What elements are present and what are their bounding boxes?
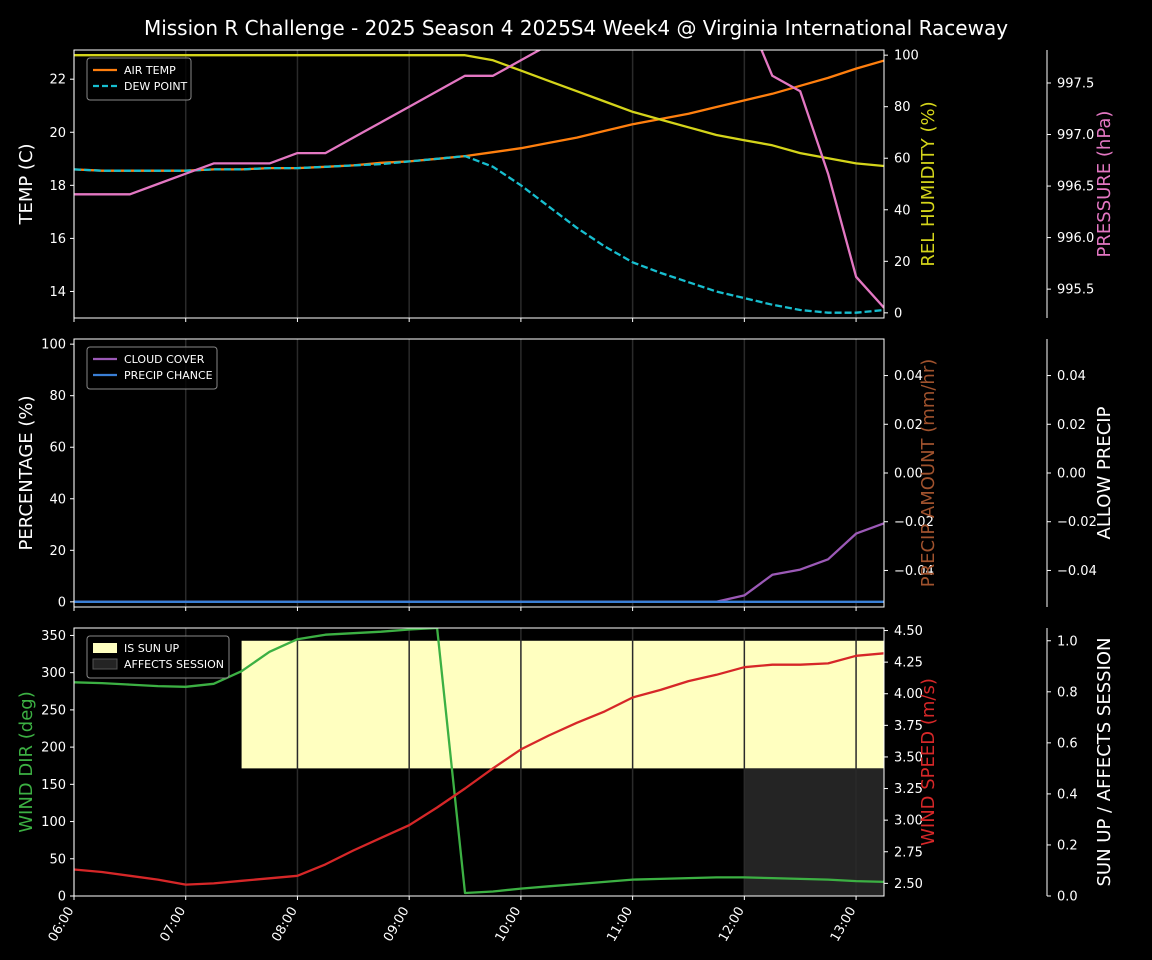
tick-label-right: −0.02 <box>894 515 934 530</box>
legend-label: AIR TEMP <box>124 64 176 77</box>
legend-box <box>86 346 218 390</box>
tick-label-left: 300 <box>41 666 66 681</box>
tick-label-right2: 0.00 <box>1057 467 1086 482</box>
axis-label-right2: SUN UP / AFFECTS SESSION <box>1094 637 1115 886</box>
panel-frame <box>73 627 885 897</box>
tick-label-left: 50 <box>49 852 66 867</box>
axis-label-right: PRECIP AMOUNT (mm/hr) <box>918 359 939 588</box>
tick-label-right: 0.00 <box>894 467 923 482</box>
tick-label-left: 200 <box>41 741 66 756</box>
legend-label: DEW POINT <box>124 80 188 93</box>
band-affects-session <box>744 768 884 896</box>
tick-label-right: 4.25 <box>894 656 923 671</box>
panel-middle: 0 20 40 60 80 100 −0.04 −0.02 0.00 0.02 0.04 −0.04 −… <box>16 338 1115 611</box>
tick-label-right: 2.75 <box>894 845 923 860</box>
tick-label-right2: 997.5 <box>1057 76 1094 91</box>
axis-label-left: WIND DIR (deg) <box>16 691 37 833</box>
legend-label: IS SUN UP <box>124 642 180 655</box>
tick-label-right: 3.50 <box>894 750 923 765</box>
tick-label-right: 60 <box>894 152 911 167</box>
tick-label-left: 16 <box>49 232 66 247</box>
series-line-dew-point <box>74 154 884 314</box>
legend-box <box>86 57 192 101</box>
panel-bottom: 0 50 100 150 200 250 300 350 2.50 2.75 3.00 3.25 3.5… <box>16 624 1115 944</box>
legend-label: CLOUD COVER <box>124 353 205 366</box>
series-line-pressure <box>74 50 884 309</box>
axis-label-left: PERCENTAGE (%) <box>16 395 37 550</box>
series-line-wind-dir <box>74 628 884 895</box>
tick-label-right: 40 <box>894 203 911 218</box>
tick-label-left: 60 <box>49 441 66 456</box>
tick-label-right: 4.00 <box>894 687 923 702</box>
series-line-wind-speed <box>74 652 884 886</box>
tick-label-left: 100 <box>41 815 66 830</box>
tick-label-left: 18 <box>49 179 66 194</box>
tick-label-right: 100 <box>894 49 919 64</box>
tick-label-left: 0 <box>58 890 66 905</box>
tick-label-right2: 0.6 <box>1057 736 1078 751</box>
tick-label-left: 20 <box>49 126 66 141</box>
panel-frame <box>73 49 885 319</box>
axis-label-right: WIND SPEED (m/s) <box>918 678 939 846</box>
tick-label-left: 22 <box>49 73 66 88</box>
band-is-sun-up <box>241 640 885 769</box>
legend-label: PRECIP CHANCE <box>124 369 213 382</box>
tick-label-right2: −0.02 <box>1057 515 1097 530</box>
tick-label-left: 0 <box>58 595 66 610</box>
legend-box <box>86 635 230 679</box>
tick-label-left: 150 <box>41 778 66 793</box>
tick-label-left: 100 <box>41 338 66 353</box>
tick-label-right: −0.04 <box>894 564 934 579</box>
chart-title: Mission R Challenge - 2025 Season 4 2025… <box>144 16 1008 40</box>
axis-label-right: REL HUMIDITY (%) <box>918 101 939 266</box>
tick-label-left: 350 <box>41 629 66 644</box>
tick-label-right2: 0.4 <box>1057 787 1078 802</box>
tick-label-right: 2.50 <box>894 877 923 892</box>
tick-label-right2: 0.04 <box>1057 369 1086 384</box>
legend-swatch <box>93 643 117 653</box>
tick-label-right2: 0.2 <box>1057 838 1078 853</box>
tick-label-right2: 995.5 <box>1057 283 1094 298</box>
tick-label-right2: 0.02 <box>1057 418 1086 433</box>
tick-label-right: 0.04 <box>894 369 923 384</box>
legend-swatch <box>92 658 118 670</box>
tick-label-right: 0 <box>894 306 902 321</box>
tick-label-right: 3.00 <box>894 814 923 829</box>
series-line-rel-humidity <box>74 54 884 168</box>
panel-top: 14 16 18 20 22 0 20 40 60 80 100 995.5 996.0 996.5 997… <box>16 49 1115 322</box>
axis-label-right2: ALLOW PRECIP <box>1094 406 1115 539</box>
tick-label-right: 4.50 <box>894 624 923 639</box>
axis-label-left: TEMP (C) <box>16 143 37 225</box>
tick-label-right2: 1.0 <box>1057 634 1078 649</box>
legend-label: AFFECTS SESSION <box>124 658 224 671</box>
tick-label-left: 14 <box>49 285 66 300</box>
tick-label-left: 40 <box>49 492 66 507</box>
axis-label-right2: PRESSURE (hPa) <box>1094 111 1115 258</box>
tick-label-right2: 996.5 <box>1057 180 1094 195</box>
tick-label-right2: −0.04 <box>1057 564 1097 579</box>
tick-label-left: 80 <box>49 389 66 404</box>
tick-label-right2: 996.0 <box>1057 231 1094 246</box>
tick-label-left: 250 <box>41 703 66 718</box>
tick-label-right: 3.25 <box>894 782 923 797</box>
tick-label-right2: 0.8 <box>1057 685 1078 700</box>
tick-label-left: 20 <box>49 544 66 559</box>
tick-label-right: 0.02 <box>894 418 923 433</box>
tick-label-right2: 0.0 <box>1057 890 1078 905</box>
tick-label-right: 3.75 <box>894 719 923 734</box>
chart-panels: 14 16 18 20 22 0 20 40 60 80 100 995.5 996.0 996.5 997… <box>16 49 1115 945</box>
tick-label-right2: 997.0 <box>1057 128 1094 143</box>
tick-label-right: 20 <box>894 255 911 270</box>
tick-label-right: 80 <box>894 100 911 115</box>
